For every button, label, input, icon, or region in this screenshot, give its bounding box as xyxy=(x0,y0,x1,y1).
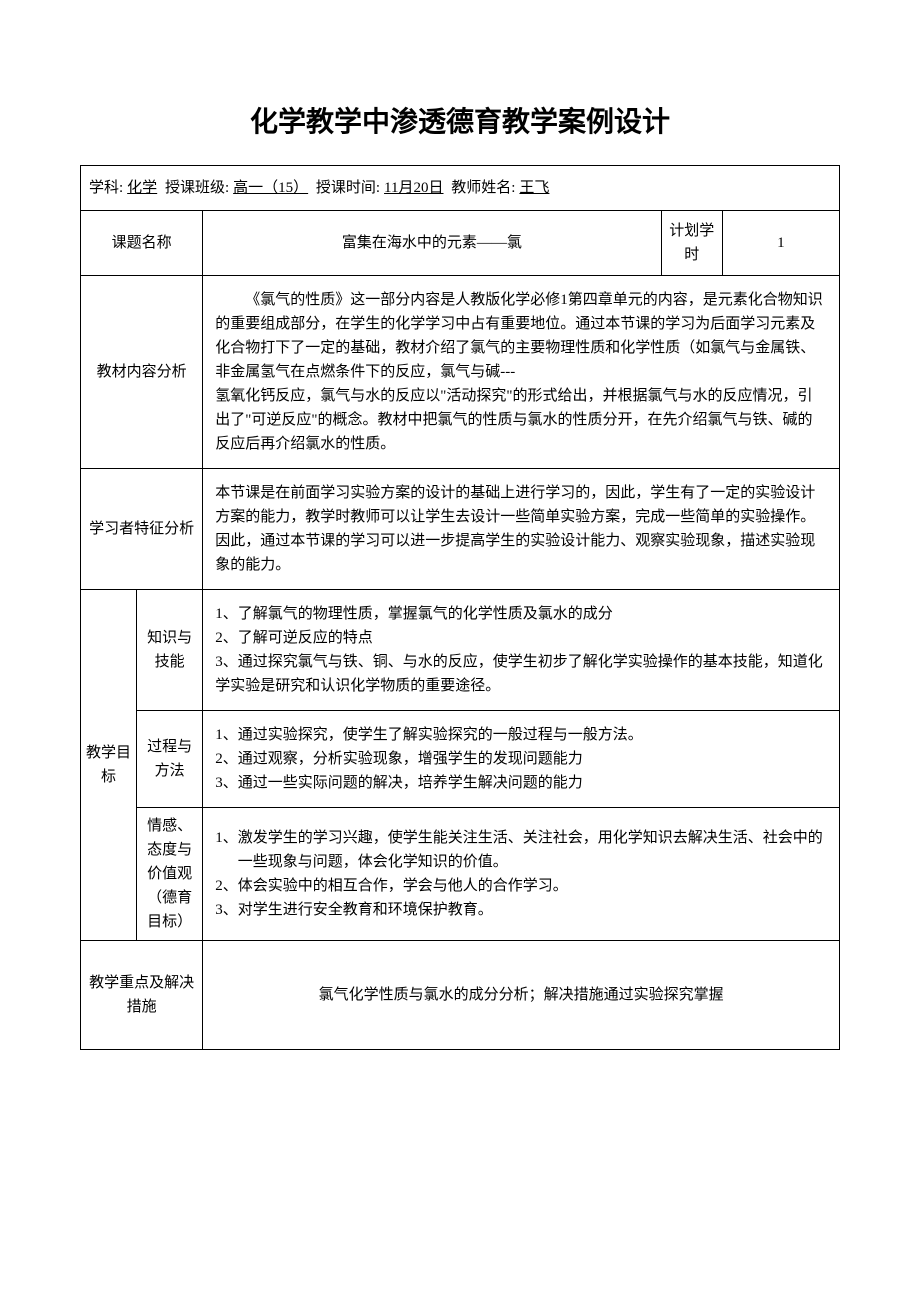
plan-hours-value: 1 xyxy=(722,211,839,276)
teacher-label: 教师姓名: xyxy=(451,180,515,196)
process-line3: 3、通过一些实际问题的解决，培养学生解决问题的能力 xyxy=(215,771,827,795)
knowledge-line1: 1、了解氯气的物理性质，掌握氯气的化学性质及氯水的成分 xyxy=(215,602,827,626)
plan-hours-label: 计划学时 xyxy=(661,211,722,276)
time-label: 授课时间: xyxy=(316,180,380,196)
class-value: 高一（15） xyxy=(229,180,312,196)
teaching-objectives-label: 教学目标 xyxy=(81,590,137,941)
emotion-line2: 2、体会实验中的相互合作，学会与他人的合作学习。 xyxy=(215,874,827,898)
class-label: 授课班级: xyxy=(165,180,229,196)
subject-label: 学科: xyxy=(89,180,123,196)
time-value: 11月20日 xyxy=(380,180,447,196)
subject-value: 化学 xyxy=(123,180,161,196)
learner-analysis-content: 本节课是在前面学习实验方案的设计的基础上进行学习的，因此，学生有了一定的实验设计… xyxy=(203,469,840,590)
process-method-content: 1、通过实验探究，使学生了解实验探究的一般过程与一般方法。 2、通过观察，分析实… xyxy=(203,711,840,808)
textbook-analysis-p2: 氢氧化钙反应，氯气与水的反应以"活动探究"的形式给出，并根据氯气与水的反应情况，… xyxy=(215,384,827,456)
process-line1: 1、通过实验探究，使学生了解实验探究的一般过程与一般方法。 xyxy=(215,723,827,747)
textbook-analysis-p1: 《氯气的性质》这一部分内容是人教版化学必修1第四章单元的内容，是元素化合物知识的… xyxy=(215,288,827,384)
knowledge-skills-content: 1、了解氯气的物理性质，掌握氯气的化学性质及氯水的成分 2、了解可逆反应的特点 … xyxy=(203,590,840,711)
knowledge-line3: 3、通过探究氯气与铁、铜、与水的反应，使学生初步了解化学实验操作的基本技能，知道… xyxy=(215,650,827,698)
header-info-row: 学科:化学 授课班级:高一（15） 授课时间:11月20日 教师姓名:王飞 xyxy=(81,166,840,211)
key-points-label: 教学重点及解决措施 xyxy=(81,941,203,1050)
emotion-line1: 1、激发学生的学习兴趣，使学生能关注生活、关注社会，用化学知识去解决生活、社会中… xyxy=(215,826,827,874)
topic-name-value: 富集在海水中的元素——氯 xyxy=(203,211,661,276)
emotion-values-label: 情感、态度与价值观（德育目标） xyxy=(137,808,203,941)
knowledge-skills-label: 知识与技能 xyxy=(137,590,203,711)
process-method-label: 过程与方法 xyxy=(137,711,203,808)
page-title: 化学教学中渗透德育教学案例设计 xyxy=(80,100,840,140)
teacher-value: 王飞 xyxy=(515,180,553,196)
knowledge-line2: 2、了解可逆反应的特点 xyxy=(215,626,827,650)
textbook-analysis-label: 教材内容分析 xyxy=(81,276,203,469)
learner-analysis-label: 学习者特征分析 xyxy=(81,469,203,590)
emotion-line3: 3、对学生进行安全教育和环境保护教育。 xyxy=(215,898,827,922)
emotion-values-content: 1、激发学生的学习兴趣，使学生能关注生活、关注社会，用化学知识去解决生活、社会中… xyxy=(203,808,840,941)
key-points-content: 氯气化学性质与氯水的成分分析；解决措施通过实验探究掌握 xyxy=(203,941,840,1050)
topic-name-label: 课题名称 xyxy=(81,211,203,276)
process-line2: 2、通过观察，分析实验现象，增强学生的发现问题能力 xyxy=(215,747,827,771)
textbook-analysis-content: 《氯气的性质》这一部分内容是人教版化学必修1第四章单元的内容，是元素化合物知识的… xyxy=(203,276,840,469)
lesson-plan-table: 学科:化学 授课班级:高一（15） 授课时间:11月20日 教师姓名:王飞 课题… xyxy=(80,165,840,1050)
